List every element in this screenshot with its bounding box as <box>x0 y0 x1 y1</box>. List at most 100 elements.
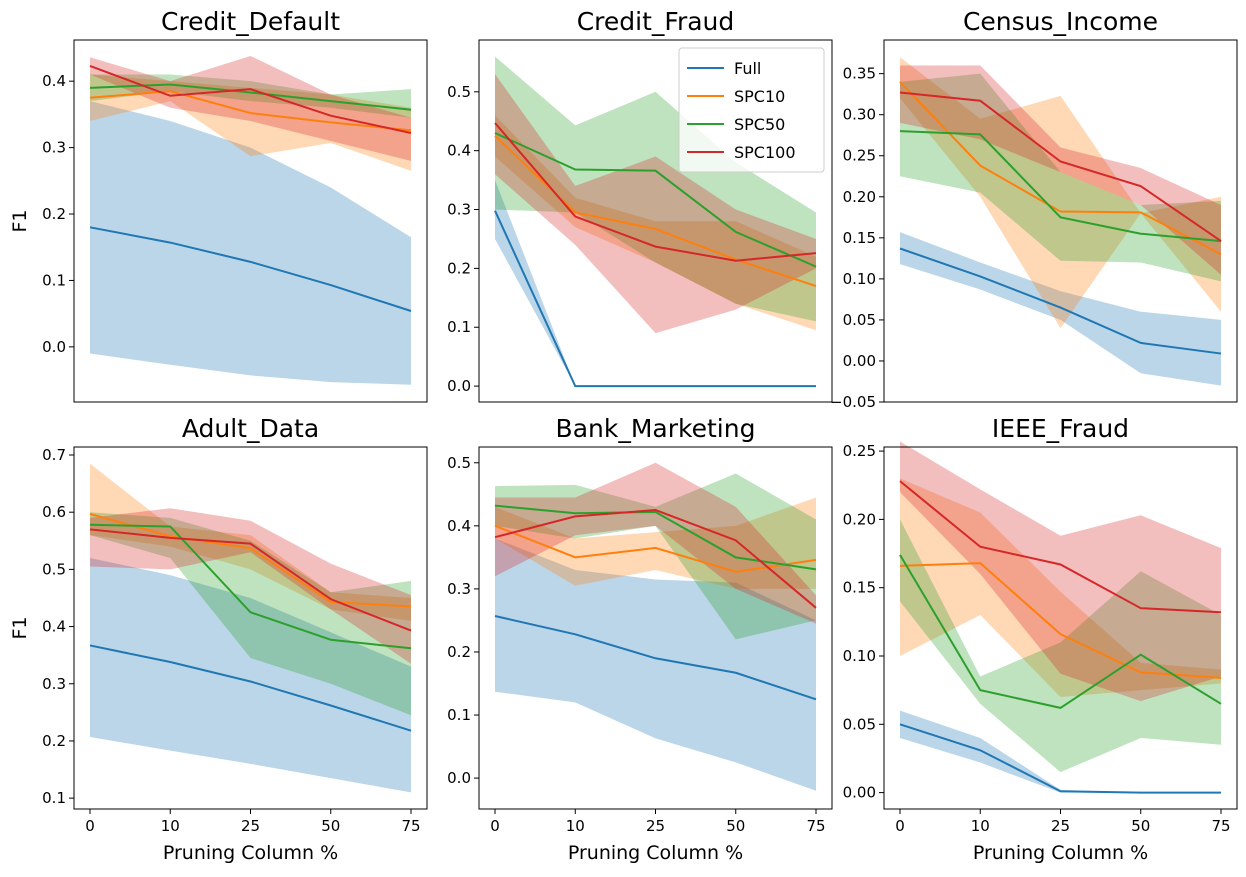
y-tick-label: 0.2 <box>42 732 66 750</box>
confidence-band <box>90 557 411 793</box>
y-tick-label: 0.4 <box>42 618 66 636</box>
legend-label: SPC100 <box>734 143 796 162</box>
y-tick-label: 0.4 <box>447 142 471 160</box>
confidence-band <box>900 441 1221 702</box>
x-tick-label: 50 <box>726 817 745 835</box>
subplot: Credit_Fraud 0.0 0.1 0.2 0.3 0.4 0.5 Full SPC10 S… <box>447 7 833 403</box>
x-tick-label: 10 <box>566 817 585 835</box>
x-tick-label: 50 <box>1131 817 1150 835</box>
y-tick-label: 0.7 <box>42 446 66 464</box>
y-tick-label: 0.25 <box>843 147 876 165</box>
y-tick-label: 0.0 <box>42 338 66 356</box>
line <box>899 81 1222 256</box>
y-tick-label: 0.2 <box>447 643 471 661</box>
y-axis-label: F1 <box>9 616 31 639</box>
y-tick-label: 0.05 <box>843 311 876 329</box>
line <box>494 615 817 701</box>
y-tick-label: −0.05 <box>830 393 876 411</box>
plot-frame <box>478 446 833 810</box>
y-tick-label: 0.20 <box>843 510 876 528</box>
y-tick-label: 0.0 <box>447 769 471 787</box>
confidence-band <box>900 57 1221 329</box>
legend-box <box>678 47 825 173</box>
y-tick-label: 0.3 <box>42 139 66 157</box>
line <box>89 90 412 132</box>
confidence-band <box>900 519 1221 773</box>
y-tick-label: 0.2 <box>42 205 66 223</box>
line <box>899 247 1222 355</box>
legend: Full SPC10 SPC50 SPC100 <box>678 47 825 173</box>
x-tick-label: 25 <box>646 817 665 835</box>
y-tick-label: 0.5 <box>447 83 471 101</box>
y-tick-label: 0.20 <box>843 188 876 206</box>
line <box>899 554 1222 709</box>
x-tick-label: 75 <box>1211 817 1230 835</box>
line <box>899 130 1222 243</box>
y-tick-label: 0.10 <box>843 270 876 288</box>
x-tick-label: 0 <box>85 817 95 835</box>
y-tick-label: 0.3 <box>42 675 66 693</box>
y-tick-label: 0.00 <box>843 784 876 802</box>
line <box>494 210 816 388</box>
confidence-band <box>900 65 1221 275</box>
line <box>89 523 412 650</box>
confidence-band <box>495 115 816 331</box>
x-tick-label: 25 <box>241 817 260 835</box>
x-tick-label: 10 <box>971 817 990 835</box>
line <box>494 509 817 609</box>
subplot: Census_Income −0.05 0.00 0.05 0.10 0.15 0.20 0.… <box>830 7 1238 411</box>
plot-frame <box>73 446 428 810</box>
line <box>899 723 1221 794</box>
confidence-band <box>900 710 1221 793</box>
confidence-band <box>900 232 1221 386</box>
x-tick-label: 50 <box>321 817 340 835</box>
y-tick-label: 0.1 <box>42 271 66 289</box>
y-tick-label: 0.0 <box>447 377 471 395</box>
confidence-band <box>90 55 411 161</box>
y-tick-label: 0.25 <box>843 442 876 460</box>
legend-label: SPC10 <box>734 87 785 106</box>
subplot: Credit_Default 0.0 0.1 0.2 0.3 0.4 F1 <box>9 7 428 403</box>
subplot: Bank_Marketing 0.0 0.1 0.2 0.3 0.4 0.5 0 10 25 50 7… <box>447 414 833 864</box>
legend-label: Full <box>734 59 761 78</box>
confidence-band <box>90 74 411 171</box>
subplot-title: Credit_Fraud <box>577 7 735 36</box>
x-tick-label: 10 <box>161 817 180 835</box>
y-axis-label: F1 <box>9 209 31 232</box>
y-tick-label: 0.5 <box>42 560 66 578</box>
subplot-title: Bank_Marketing <box>556 414 756 443</box>
y-tick-label: 0.3 <box>447 201 471 219</box>
confidence-band <box>900 478 1221 697</box>
y-tick-label: 0.5 <box>447 454 471 472</box>
y-tick-label: 0.1 <box>447 706 471 724</box>
x-tick-label: 75 <box>806 817 825 835</box>
line <box>89 226 412 312</box>
confidence-band <box>495 473 816 640</box>
confidence-band <box>495 497 816 589</box>
x-tick-label: 0 <box>895 817 905 835</box>
confidence-band <box>900 73 1221 282</box>
line <box>494 132 817 268</box>
y-tick-label: 0.15 <box>843 579 876 597</box>
y-tick-label: 0.15 <box>843 229 876 247</box>
line <box>494 524 817 573</box>
y-tick-label: 0.10 <box>843 647 876 665</box>
subplot-title: Adult_Data <box>182 414 319 443</box>
line <box>89 644 412 732</box>
y-tick-label: 0.05 <box>843 715 876 733</box>
confidence-band <box>495 538 816 791</box>
y-tick-label: 0.6 <box>42 503 66 521</box>
subplot-title: Census_Income <box>963 7 1158 36</box>
legend-label: SPC50 <box>734 115 785 134</box>
x-axis-label: Pruning Column % <box>163 842 338 864</box>
confidence-band <box>90 512 411 716</box>
plot-frame <box>478 39 833 403</box>
line <box>899 562 1222 679</box>
subplot: IEEE_Fraud 0.00 0.05 0.10 0.15 0.20 0.25 0 10 25 5… <box>843 414 1238 864</box>
plot-frame <box>883 446 1238 810</box>
confidence-band <box>495 56 816 322</box>
confidence-band <box>495 462 816 624</box>
y-tick-label: 0.30 <box>843 106 876 124</box>
x-axis-label: Pruning Column % <box>973 842 1148 864</box>
